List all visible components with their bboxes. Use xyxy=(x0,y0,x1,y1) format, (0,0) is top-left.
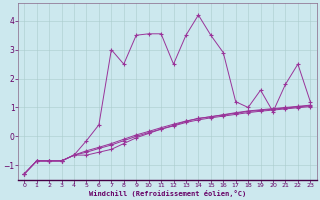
X-axis label: Windchill (Refroidissement éolien,°C): Windchill (Refroidissement éolien,°C) xyxy=(89,190,246,197)
